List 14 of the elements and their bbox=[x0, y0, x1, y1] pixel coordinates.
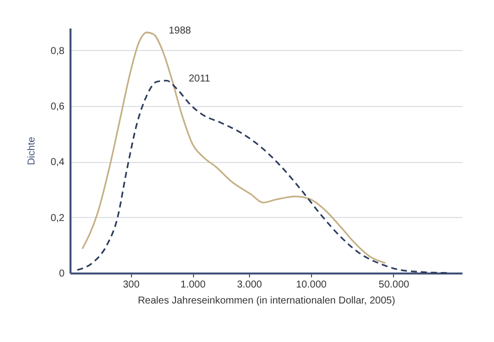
x-tick-label: 300 bbox=[122, 280, 140, 290]
series-label: 1988 bbox=[168, 25, 192, 36]
y-tick-label: 0,2 bbox=[50, 212, 65, 224]
x-tick-label: 50.000 bbox=[378, 280, 410, 290]
x-tick-label: 1.000 bbox=[180, 280, 206, 290]
x-axis-title: Reales Jahreseinkommen (in internationalen Dollar, 2005) bbox=[138, 296, 396, 306]
y-tick-label: 0,6 bbox=[50, 101, 65, 112]
y-tick-label: 0,8 bbox=[50, 46, 65, 57]
y-axis-title: Dichte bbox=[26, 136, 38, 166]
y-tick-label: 0 bbox=[58, 268, 65, 280]
x-tick-label: 10.000 bbox=[296, 280, 328, 290]
x-tick-label: 3.000 bbox=[236, 280, 262, 290]
series-label: 2011 bbox=[188, 74, 211, 85]
y-tick-label: 0,4 bbox=[50, 157, 65, 168]
